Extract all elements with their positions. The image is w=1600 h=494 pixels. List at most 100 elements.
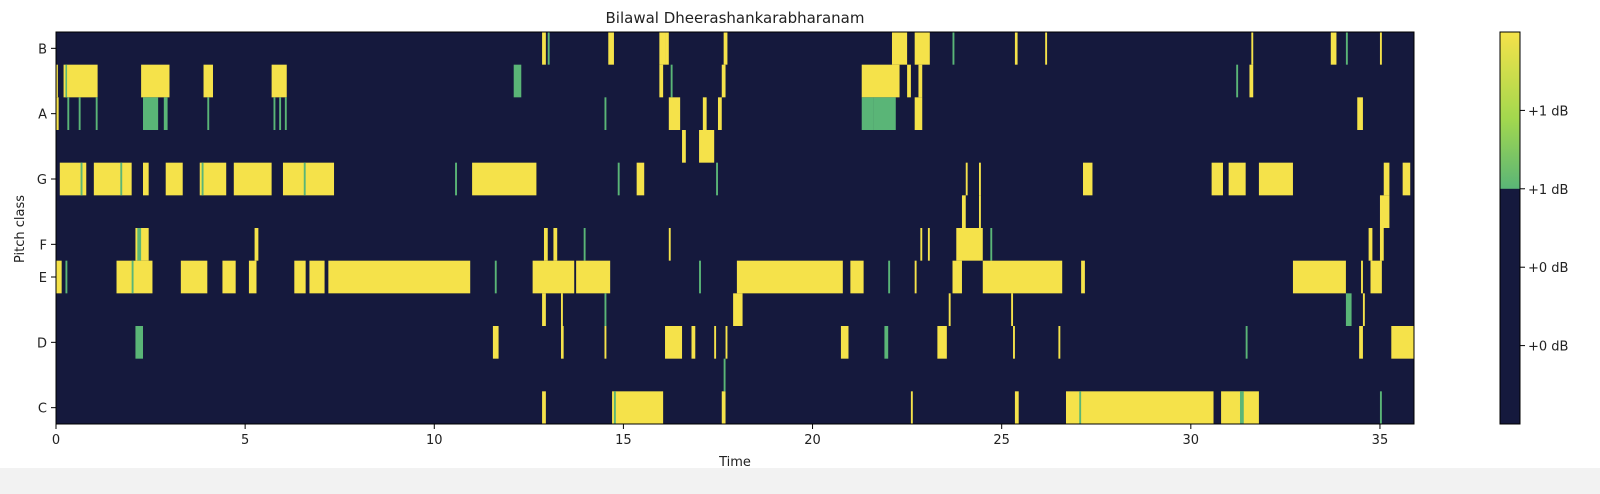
- heatmap-cell: [143, 97, 159, 130]
- heatmap-cell: [67, 97, 70, 130]
- heatmap-cell: [1345, 293, 1352, 326]
- heatmap-cell: [1014, 32, 1018, 65]
- heatmap-cell: [143, 162, 149, 196]
- heatmap-cell: [1245, 326, 1248, 359]
- heatmap-cell: [532, 260, 575, 294]
- heatmap-cell: [884, 326, 889, 359]
- heatmap-cell: [952, 260, 962, 294]
- heatmap-cell: [861, 64, 900, 98]
- heatmap-cell: [636, 162, 645, 196]
- heatmap-cell: [165, 162, 183, 196]
- pitch-class-heatmap: Bilawal Dheerashankarabharanam 0 5 10 15 20 2…: [13, 9, 1568, 468]
- heatmap-cell: [120, 162, 123, 196]
- heatmap-cell: [1361, 260, 1363, 294]
- heatmap-cell: [576, 260, 611, 294]
- heatmap-cell: [659, 32, 666, 65]
- heatmap-cell: [254, 228, 259, 261]
- heatmap-cell: [1249, 64, 1254, 98]
- heatmap-cell: [891, 32, 908, 65]
- heatmap-cell: [918, 64, 923, 98]
- heatmap-cell: [1239, 391, 1244, 424]
- colorbar-tick-label: +1 dB: [1528, 183, 1568, 198]
- heatmap-cell: [608, 32, 614, 65]
- heatmap-cell: [702, 97, 707, 130]
- heatmap-cell: [721, 64, 726, 98]
- heatmap-cell: [284, 97, 287, 130]
- heatmap-cell: [65, 64, 68, 98]
- heatmap-cell: [542, 293, 546, 326]
- heatmap-cell: [583, 228, 586, 261]
- x-tick-label: 10: [426, 433, 443, 448]
- heatmap-cell: [723, 32, 728, 65]
- heatmap-cell: [78, 97, 81, 130]
- heatmap-cell: [271, 64, 287, 98]
- heatmap-cell: [273, 97, 276, 130]
- heatmap-cell: [937, 326, 947, 359]
- x-tick-label: 30: [1183, 433, 1200, 448]
- heatmap-cell: [547, 32, 550, 65]
- heatmap-cell: [1058, 326, 1061, 359]
- heatmap-cell: [328, 260, 471, 294]
- heatmap-cell: [294, 260, 306, 294]
- heatmap-cell: [604, 293, 607, 326]
- heatmap-cell: [1370, 260, 1382, 294]
- heatmap-cell: [560, 293, 563, 326]
- heatmap-cell: [93, 162, 132, 196]
- chart-title: Bilawal Dheerashankarabharanam: [606, 9, 865, 27]
- heatmap-cell: [131, 260, 134, 294]
- heatmap-cell: [948, 293, 951, 326]
- heatmap-cell: [1251, 32, 1254, 65]
- x-tick-label: 25: [993, 433, 1010, 448]
- heatmap-cell: [543, 228, 548, 261]
- heatmap-cell: [1379, 228, 1384, 261]
- x-tick-label: 5: [241, 433, 249, 448]
- x-tick-label: 20: [804, 433, 821, 448]
- y-tick-label: F: [40, 238, 47, 253]
- colorbar-tick-label: +0 dB: [1528, 261, 1568, 276]
- heatmap-cell: [1236, 64, 1239, 98]
- colorbar-gradient: [1500, 32, 1520, 189]
- heatmap-cell: [888, 260, 891, 294]
- heatmap-cell: [1379, 391, 1382, 424]
- heatmap-cell: [978, 195, 981, 228]
- heatmap-cell: [472, 162, 537, 196]
- y-tick-label: C: [38, 402, 47, 417]
- heatmap-cell: [492, 326, 499, 359]
- heatmap-cell: [604, 326, 607, 359]
- heatmap-cell: [56, 97, 59, 130]
- heatmap-cell: [542, 391, 546, 424]
- heatmap-cell: [1081, 260, 1085, 294]
- colorbar-tick-label: +1 dB: [1528, 104, 1568, 119]
- heatmap-cell: [137, 228, 142, 261]
- y-tick-label: D: [37, 336, 47, 351]
- heatmap-cell: [721, 391, 726, 424]
- heatmap-cell: [116, 260, 153, 294]
- heatmap-cell: [560, 326, 564, 359]
- heatmap-cell: [455, 162, 457, 196]
- heatmap-cell: [699, 260, 701, 294]
- heatmap-cell: [1013, 326, 1015, 359]
- heatmap-cell: [513, 64, 522, 98]
- heatmap-cell: [1379, 32, 1382, 65]
- heatmap-cell: [668, 97, 681, 130]
- heatmap-cell: [1258, 162, 1293, 196]
- x-axis: 0 5 10 15 20 25 30 35: [52, 424, 1388, 448]
- heatmap-cell: [553, 228, 558, 261]
- heatmap-cell: [1383, 162, 1390, 196]
- heatmap-cell: [840, 326, 849, 359]
- heatmap-cell: [682, 130, 686, 163]
- heatmap-cell: [716, 162, 718, 196]
- heatmap-cell: [1379, 195, 1390, 228]
- heatmap-cell: [201, 162, 204, 196]
- heatmap-cell: [914, 32, 930, 65]
- heatmap-cell: [665, 32, 669, 65]
- plot-frame: [55, 31, 1415, 425]
- heatmap-cell: [978, 162, 981, 196]
- heatmap-cell: [56, 260, 62, 294]
- heatmap-cell: [222, 260, 236, 294]
- heatmap-cell: [95, 97, 98, 130]
- y-tick-label: E: [39, 271, 47, 286]
- heatmap-cell: [612, 391, 664, 424]
- colorbar: +1 dB +1 dB +0 dB +0 dB: [1499, 31, 1568, 425]
- heatmap-cell: [965, 162, 968, 196]
